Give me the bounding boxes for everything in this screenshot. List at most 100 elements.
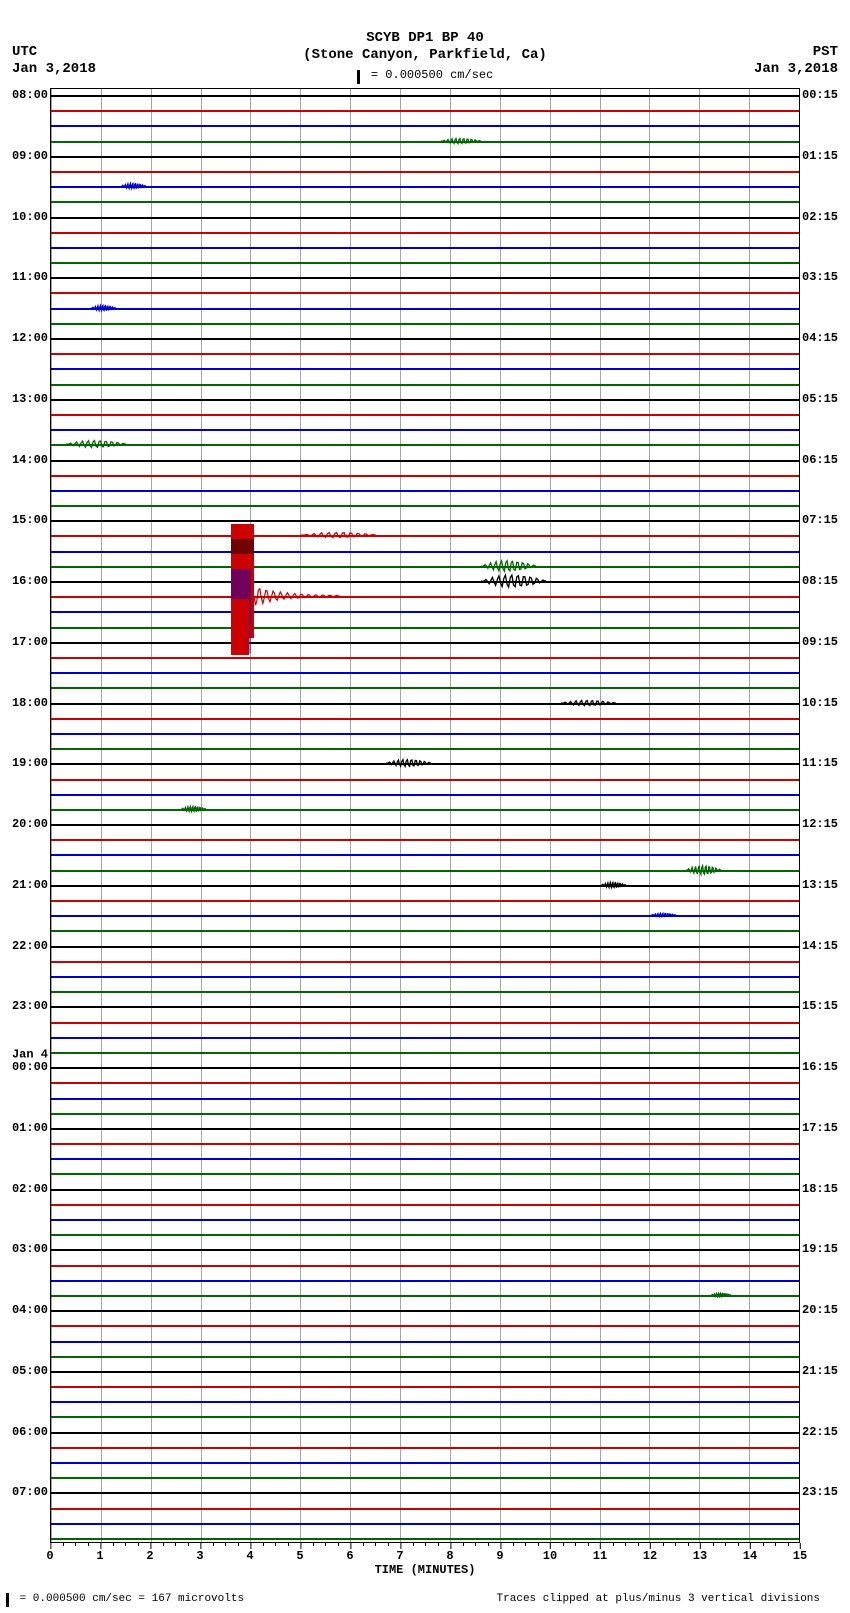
- trace-line: [51, 444, 799, 446]
- trace-line: [51, 1477, 799, 1479]
- trace-row: [51, 141, 799, 142]
- trace-row: [51, 384, 799, 385]
- trace-row: [51, 520, 799, 521]
- trace-row: [51, 1158, 799, 1159]
- utc-time-label: 15:00: [12, 513, 48, 527]
- trace-line: [51, 1037, 799, 1039]
- pst-time-label: 20:15: [802, 1303, 838, 1317]
- chart-title-2: (Stone Canyon, Parkfield, Ca): [0, 47, 850, 64]
- trace-line: [51, 186, 799, 188]
- trace-row: [51, 429, 799, 430]
- seismic-event: [601, 882, 626, 888]
- utc-time-label: 17:00: [12, 635, 48, 649]
- x-tick: 7: [396, 1549, 403, 1563]
- pst-time-label: 22:15: [802, 1425, 838, 1439]
- pst-time-label: 23:15: [802, 1485, 838, 1499]
- trace-row: [51, 672, 799, 673]
- trace-line: [51, 475, 799, 477]
- trace-line: [51, 1401, 799, 1403]
- trace-line: [51, 566, 799, 568]
- pst-time-label: 00:15: [802, 88, 838, 102]
- trace-row: [51, 1037, 799, 1038]
- pst-time-label: 05:15: [802, 392, 838, 406]
- trace-row: [51, 809, 799, 810]
- trace-line: [51, 642, 799, 644]
- trace-row: [51, 794, 799, 795]
- trace-row: [51, 217, 799, 218]
- utc-time-label: 03:00: [12, 1242, 48, 1256]
- trace-line: [51, 1325, 799, 1327]
- trace-row: [51, 277, 799, 278]
- utc-time-label: 18:00: [12, 696, 48, 710]
- trace-row: [51, 1295, 799, 1296]
- trace-line: [51, 201, 799, 203]
- trace-line: [51, 779, 799, 781]
- trace-line: [51, 292, 799, 294]
- trace-line: [51, 1067, 799, 1069]
- trace-line: [51, 976, 799, 978]
- trace-row: [51, 399, 799, 400]
- trace-line: [51, 1143, 799, 1145]
- trace-line: [51, 429, 799, 431]
- trace-row: [51, 915, 799, 916]
- pst-time-label: 12:15: [802, 817, 838, 831]
- trace-line: [51, 368, 799, 370]
- trace-row: [51, 1447, 799, 1448]
- trace-line: [51, 794, 799, 796]
- trace-row: [51, 1523, 799, 1524]
- trace-row: [51, 1341, 799, 1342]
- utc-time-label: 13:00: [12, 392, 48, 406]
- utc-date-label: Jan 4: [12, 1048, 48, 1062]
- trace-row: [51, 703, 799, 704]
- utc-time-label: 02:00: [12, 1182, 48, 1196]
- x-axis-ticks: 0123456789101112131415: [50, 1549, 800, 1563]
- trace-line: [51, 1341, 799, 1343]
- trace-row: [51, 368, 799, 369]
- pst-time-label: 15:15: [802, 999, 838, 1013]
- trace-line: [51, 1204, 799, 1206]
- utc-time-label: 05:00: [12, 1364, 48, 1378]
- trace-line: [51, 900, 799, 902]
- trace-line: [51, 885, 799, 887]
- seismic-event: [181, 806, 206, 812]
- pst-time-label: 19:15: [802, 1242, 838, 1256]
- utc-time-label: 10:00: [12, 210, 48, 224]
- trace-row: [51, 1128, 799, 1129]
- trace-line: [51, 930, 799, 932]
- trace-row: [51, 1477, 799, 1478]
- trace-line: [51, 95, 799, 97]
- trace-line: [51, 262, 799, 264]
- trace-row: [51, 1143, 799, 1144]
- x-tick: 3: [196, 1549, 203, 1563]
- pst-time-label: 01:15: [802, 149, 838, 163]
- trace-row: [51, 1325, 799, 1326]
- trace-row: [51, 156, 799, 157]
- trace-line: [51, 217, 799, 219]
- utc-time-label: 22:00: [12, 939, 48, 953]
- trace-row: [51, 839, 799, 840]
- x-tick: 8: [446, 1549, 453, 1563]
- trace-line: [51, 1098, 799, 1100]
- trace-row: [51, 687, 799, 688]
- trace-row: [51, 1219, 799, 1220]
- trace-line: [51, 1538, 799, 1540]
- seismogram-plot: 08:0009:0010:0011:0012:0013:0014:0015:00…: [50, 88, 800, 1543]
- trace-row: [51, 1022, 799, 1023]
- x-tick: 5: [296, 1549, 303, 1563]
- x-tick: 10: [543, 1549, 557, 1563]
- trace-row: [51, 854, 799, 855]
- trace-line: [51, 581, 799, 583]
- trace-row: [51, 444, 799, 445]
- trace-line: [51, 961, 799, 963]
- trace-row: [51, 95, 799, 96]
- trace-row: [51, 1462, 799, 1463]
- x-tick: 14: [743, 1549, 757, 1563]
- utc-time-label: 21:00: [12, 878, 48, 892]
- trace-row: [51, 323, 799, 324]
- utc-time-label: 04:00: [12, 1303, 48, 1317]
- trace-line: [51, 733, 799, 735]
- utc-time-label: 08:00: [12, 88, 48, 102]
- trace-row: [51, 1082, 799, 1083]
- trace-line: [51, 551, 799, 553]
- trace-line: [51, 1158, 799, 1160]
